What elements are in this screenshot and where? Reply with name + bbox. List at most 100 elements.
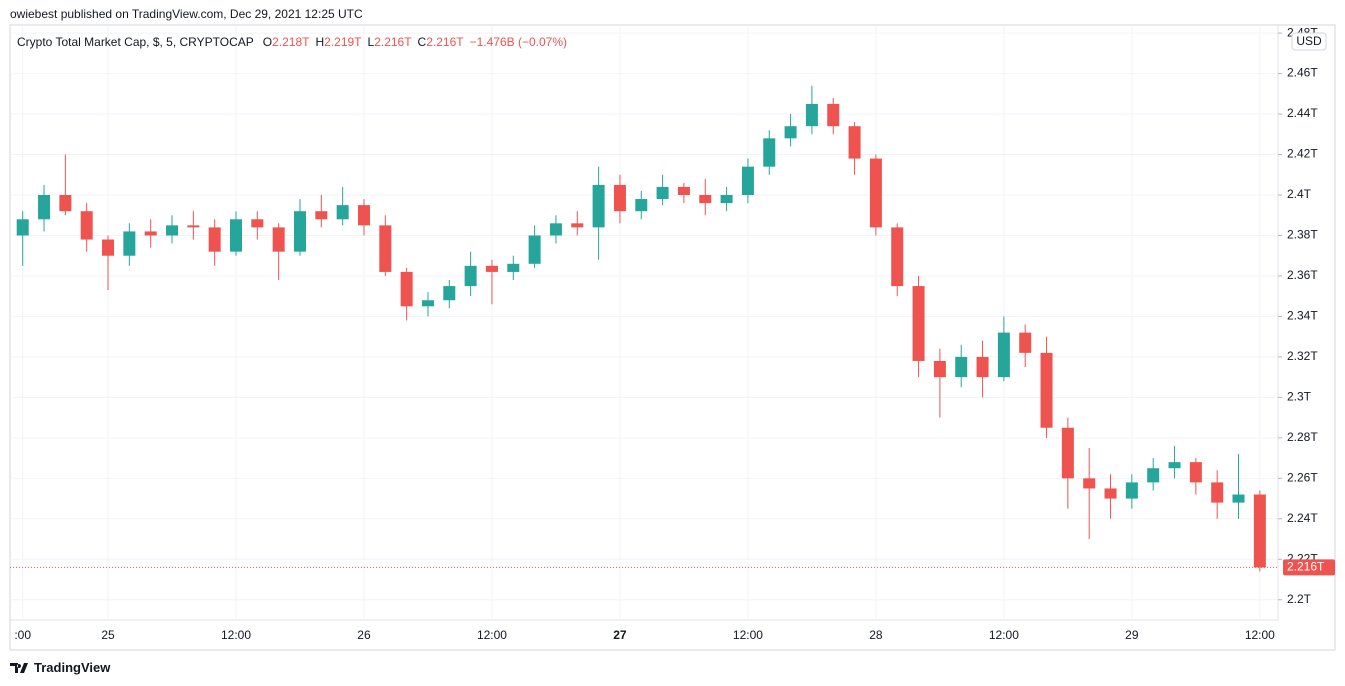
candle-body [976,356,989,378]
logo [10,663,28,673]
last-price-label: 2.216T [1287,560,1325,574]
candle-body [827,103,840,127]
candle-body [421,300,434,307]
candle-body [1061,427,1074,479]
candle-body [677,186,690,195]
value: 2.218T [272,35,310,49]
currency-label: USD [1296,34,1322,48]
candle-body [1147,468,1160,483]
value: 2.219T [324,35,362,49]
y-tick-label: 2.32T [1287,349,1318,363]
brand: TradingView [34,660,111,675]
y-tick-label: 2.2T [1287,592,1312,606]
candle-body [293,211,306,252]
candle-body [166,225,179,236]
candle-body [656,186,669,200]
candle-body [1189,462,1202,483]
change: −1.476B (−0.07%) [469,35,567,49]
y-tick-label: 2.28T [1287,430,1318,444]
label: L [367,35,375,49]
candle-body [336,205,349,220]
candle-body [16,219,29,236]
currency-box [1291,32,1327,51]
candle-body [208,227,221,252]
candle-body [230,219,242,252]
label: C [417,35,427,49]
candle-body [485,265,498,272]
symbol: Crypto Total Market Cap, $, 5, CRYPTOCAP [17,35,254,49]
candle-body [507,263,520,272]
candle-body [635,199,648,212]
candle-body [1125,482,1138,499]
candle-body [933,360,946,378]
candle-body [102,239,115,256]
x-tick-label: 28 [869,628,883,642]
x-tick-label: :00 [14,628,31,642]
candle-body [549,223,562,236]
x-tick-label: 12:00 [477,628,507,642]
candle-body [1253,494,1266,568]
x-tick-label: 12:00 [1245,628,1275,642]
x-tick-label: 12:00 [733,628,763,642]
candle-body [955,356,968,378]
value: 2.216T [426,35,464,49]
candle-body [1232,494,1245,503]
y-tick-label: 2.3T [1287,390,1312,404]
label: O [262,35,273,49]
y-tick-label: 2.44T [1287,106,1318,120]
candle-body [187,225,200,228]
x-tick-label: 26 [357,628,371,642]
candle-body [38,195,51,220]
candle-body [571,223,584,228]
candle-body [443,286,456,301]
candle-body [272,227,285,252]
candle-body [848,126,861,159]
x-tick-label: 12:00 [221,628,251,642]
candle-body [59,195,72,212]
panel-border [9,24,1336,651]
y-tick-label: 2.36T [1287,268,1318,282]
candle-body [912,286,925,361]
y-tick-label: 2.34T [1287,309,1318,323]
y-tick-label: 2.38T [1287,228,1318,242]
candle-body [891,227,904,287]
y-tick-label: 2.26T [1287,471,1318,485]
legend: Crypto Total Market Cap, $, 5, CRYPTOCAP… [17,35,573,49]
candle-body [1211,482,1224,503]
candle-body [1104,488,1117,499]
candle-body [464,265,477,287]
candle-body [315,211,328,220]
candle-body [763,138,776,167]
x-tick-label: 12:00 [989,628,1019,642]
last-price-box [1283,559,1335,576]
candle-body [699,195,712,204]
candle-body [144,231,157,236]
candle-body [805,103,818,127]
x-tick-label: 25 [101,628,115,642]
candle-body [1040,352,1053,428]
candle-body [528,235,541,264]
y-tick-label: 2.4T [1287,187,1312,201]
label: H [315,35,325,49]
candle-body [80,211,93,240]
candle-body [1083,478,1096,489]
y-tick-label: 2.24T [1287,511,1318,525]
candle-body [123,231,136,256]
value: 2.216T [374,35,412,49]
x-tick-label: 27 [613,628,627,642]
candle-body [720,195,733,204]
candle-body [784,126,797,139]
candle-body [1168,462,1181,469]
y-tick-label: 2.46T [1287,66,1318,80]
candle-body [251,219,264,228]
candle-body [357,205,370,226]
chart: :00 25 12:00 26 12:00 27 12:00 28 12:00 29 12:00 2.… [9,24,1336,651]
publish-info: owiebest published on TradingView.com, D… [10,7,363,21]
candle-body [741,166,754,195]
candle-body [613,184,626,212]
candle-body [869,158,882,228]
candle-body [1019,332,1032,353]
candle-body [400,271,413,307]
candle-body [379,225,392,272]
